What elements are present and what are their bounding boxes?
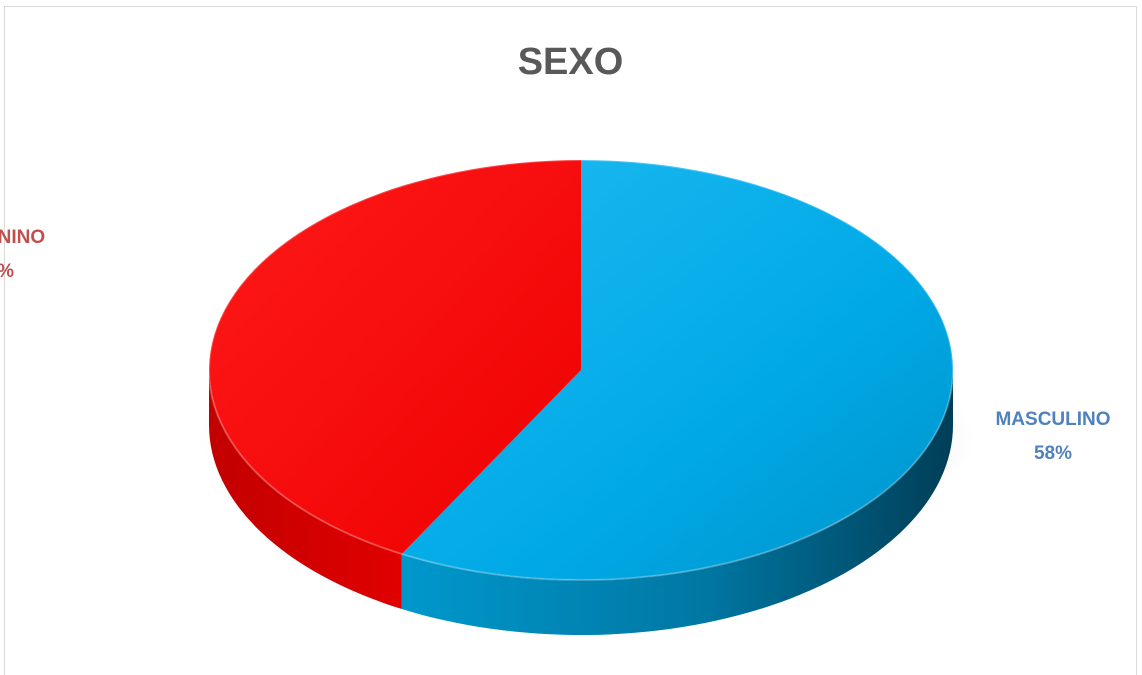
pie-rim [208,159,954,581]
pie-side-femenino [209,370,402,610]
label-femenino-name: FEMENINO [0,227,45,248]
chart-title: SEXO [517,41,624,83]
label-masculino-percent: 58% [1034,443,1072,464]
pie-side-masculino [401,370,954,635]
pie-slice-masculino[interactable] [401,160,954,581]
label-masculino-name: MASCULINO [995,409,1110,430]
pie-slice-femenino[interactable] [208,160,581,555]
label-femenino-percent: 42% [0,261,14,282]
